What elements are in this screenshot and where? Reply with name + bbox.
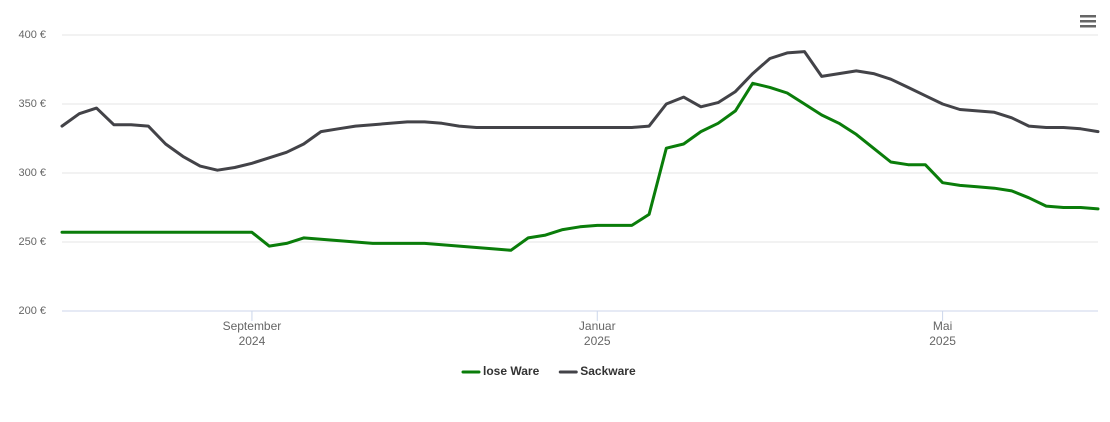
menu-bar xyxy=(1080,20,1096,23)
x-tick-label: 2025 xyxy=(584,334,611,348)
x-tick-label: Januar xyxy=(579,319,616,333)
legend: lose Ware Sackware xyxy=(461,364,636,378)
x-tick-label: September xyxy=(223,319,282,333)
series-line xyxy=(60,50,1100,172)
menu-button[interactable] xyxy=(1080,15,1096,28)
x-tick-label: 2024 xyxy=(239,334,266,348)
series-line xyxy=(60,81,1100,252)
y-tick-label: 300 € xyxy=(18,167,46,179)
x-tick-label: Mai xyxy=(933,319,952,333)
legend-item[interactable]: lose Ware xyxy=(461,364,540,378)
legend-item[interactable]: Sackware xyxy=(558,364,636,378)
y-tick-label: 200 € xyxy=(18,305,46,317)
y-tick-label: 250 € xyxy=(18,236,46,248)
x-tick-label: 2025 xyxy=(929,334,956,348)
legend-label: lose Ware xyxy=(483,364,540,378)
y-tick-label: 400 € xyxy=(18,29,46,41)
y-tick-label: 350 € xyxy=(18,98,46,110)
menu-bar xyxy=(1080,15,1096,18)
menu-bar xyxy=(1080,25,1096,28)
legend-label: Sackware xyxy=(580,364,636,378)
